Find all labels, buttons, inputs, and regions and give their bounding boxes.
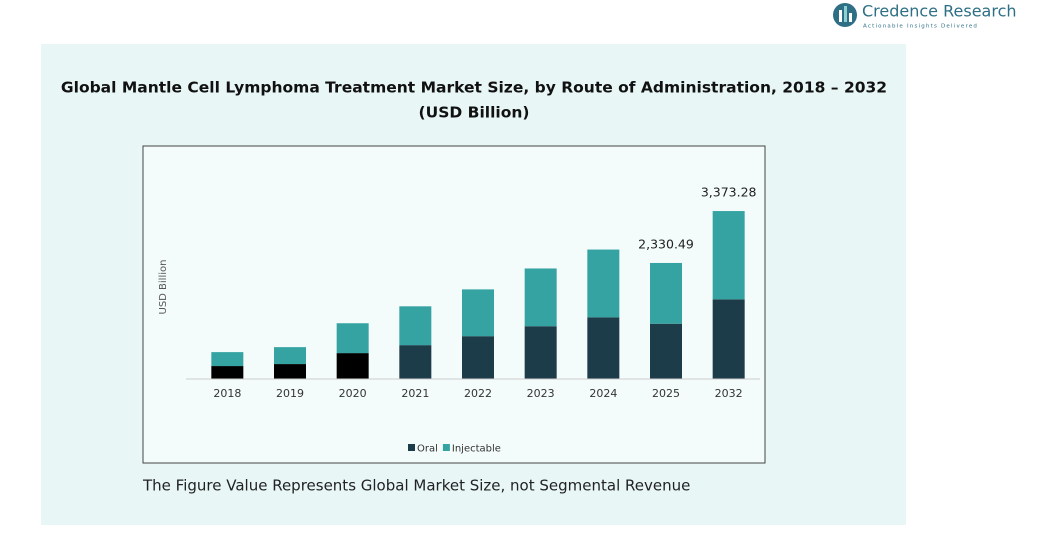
- bar-segment: [211, 366, 244, 379]
- legend-label: Oral: [417, 444, 438, 455]
- chart-subtitle: (USD Billion): [419, 104, 530, 122]
- bar-segment: [336, 323, 369, 354]
- bar-segment: [524, 268, 557, 327]
- x-tick-label: 2025: [652, 387, 680, 400]
- bar-segment: [524, 326, 557, 379]
- bar-segment: [336, 353, 369, 379]
- legend-swatch: [408, 444, 415, 451]
- brand-tagline: Actionable Insights Delivered: [863, 24, 978, 30]
- logo-icon: [839, 10, 842, 22]
- logo-icon: [844, 6, 847, 22]
- bar-segment: [399, 345, 432, 379]
- x-tick-label: 2032: [715, 387, 743, 400]
- logo: Credence Research Actionable Insights De…: [833, 2, 1017, 30]
- x-tick-label: 2018: [213, 387, 241, 400]
- x-tick-label: 2023: [527, 387, 555, 400]
- bar-segment: [462, 336, 494, 379]
- bar-segment: [712, 211, 745, 300]
- chart-title: Global Mantle Cell Lymphoma Treatment Ma…: [61, 79, 887, 97]
- legend-swatch: [442, 444, 450, 451]
- bar-segment: [650, 323, 682, 379]
- bar-segment: [274, 347, 306, 365]
- bar-segment: [462, 289, 494, 337]
- logo-icon: [849, 13, 852, 22]
- total-label: 2,330.49: [638, 236, 694, 251]
- bar-segment: [399, 306, 432, 346]
- x-tick-label: 2019: [276, 387, 304, 400]
- x-tick-label: 2020: [339, 387, 367, 400]
- total-label: 3,373.28: [701, 185, 757, 200]
- brand-name: Credence Research: [862, 2, 1017, 21]
- x-tick-label: 2021: [401, 387, 429, 400]
- bar-segment: [274, 364, 306, 379]
- bar-segment: [587, 249, 620, 318]
- bar-segment: [211, 352, 244, 367]
- y-axis-label: USD Billion: [158, 260, 169, 315]
- bar-segment: [712, 299, 745, 379]
- legend-label: Injectable: [452, 444, 501, 455]
- footnote: The Figure Value Represents Global Marke…: [142, 477, 690, 495]
- x-tick-label: 2024: [589, 387, 617, 400]
- bar-segment: [587, 317, 620, 379]
- bar-segment: [650, 262, 682, 324]
- x-tick-label: 2022: [464, 387, 492, 400]
